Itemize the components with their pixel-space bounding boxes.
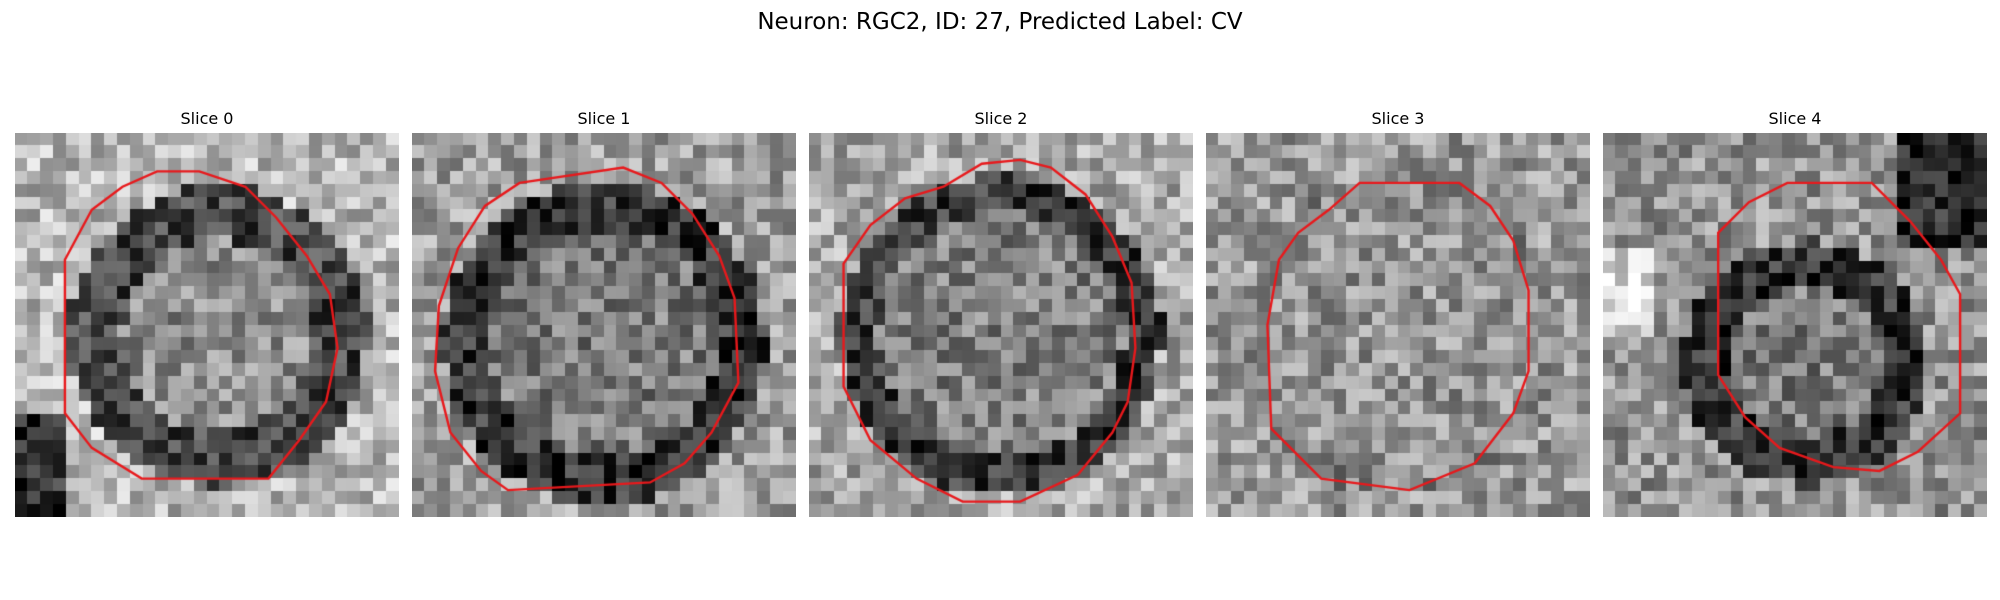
slice-image: [15, 133, 399, 517]
slice-title: Slice 2: [974, 109, 1028, 128]
slice-title: Slice 0: [180, 109, 234, 128]
slice-panel-2: Slice 2: [809, 108, 1193, 517]
slice-image: [809, 133, 1193, 517]
slice-title: Slice 1: [577, 109, 631, 128]
slice-image: [1603, 133, 1987, 517]
slice-title: Slice 3: [1371, 109, 1425, 128]
slice-panel-4: Slice 4: [1603, 108, 1987, 517]
slice-panel-0: Slice 0: [15, 108, 399, 517]
slice-image: [1206, 133, 1590, 517]
figure-title: Neuron: RGC2, ID: 27, Predicted Label: C…: [757, 9, 1243, 35]
slice-panel-3: Slice 3: [1206, 108, 1590, 517]
slice-panel-1: Slice 1: [412, 108, 796, 517]
slice-image: [412, 133, 796, 517]
slice-title: Slice 4: [1768, 109, 1822, 128]
